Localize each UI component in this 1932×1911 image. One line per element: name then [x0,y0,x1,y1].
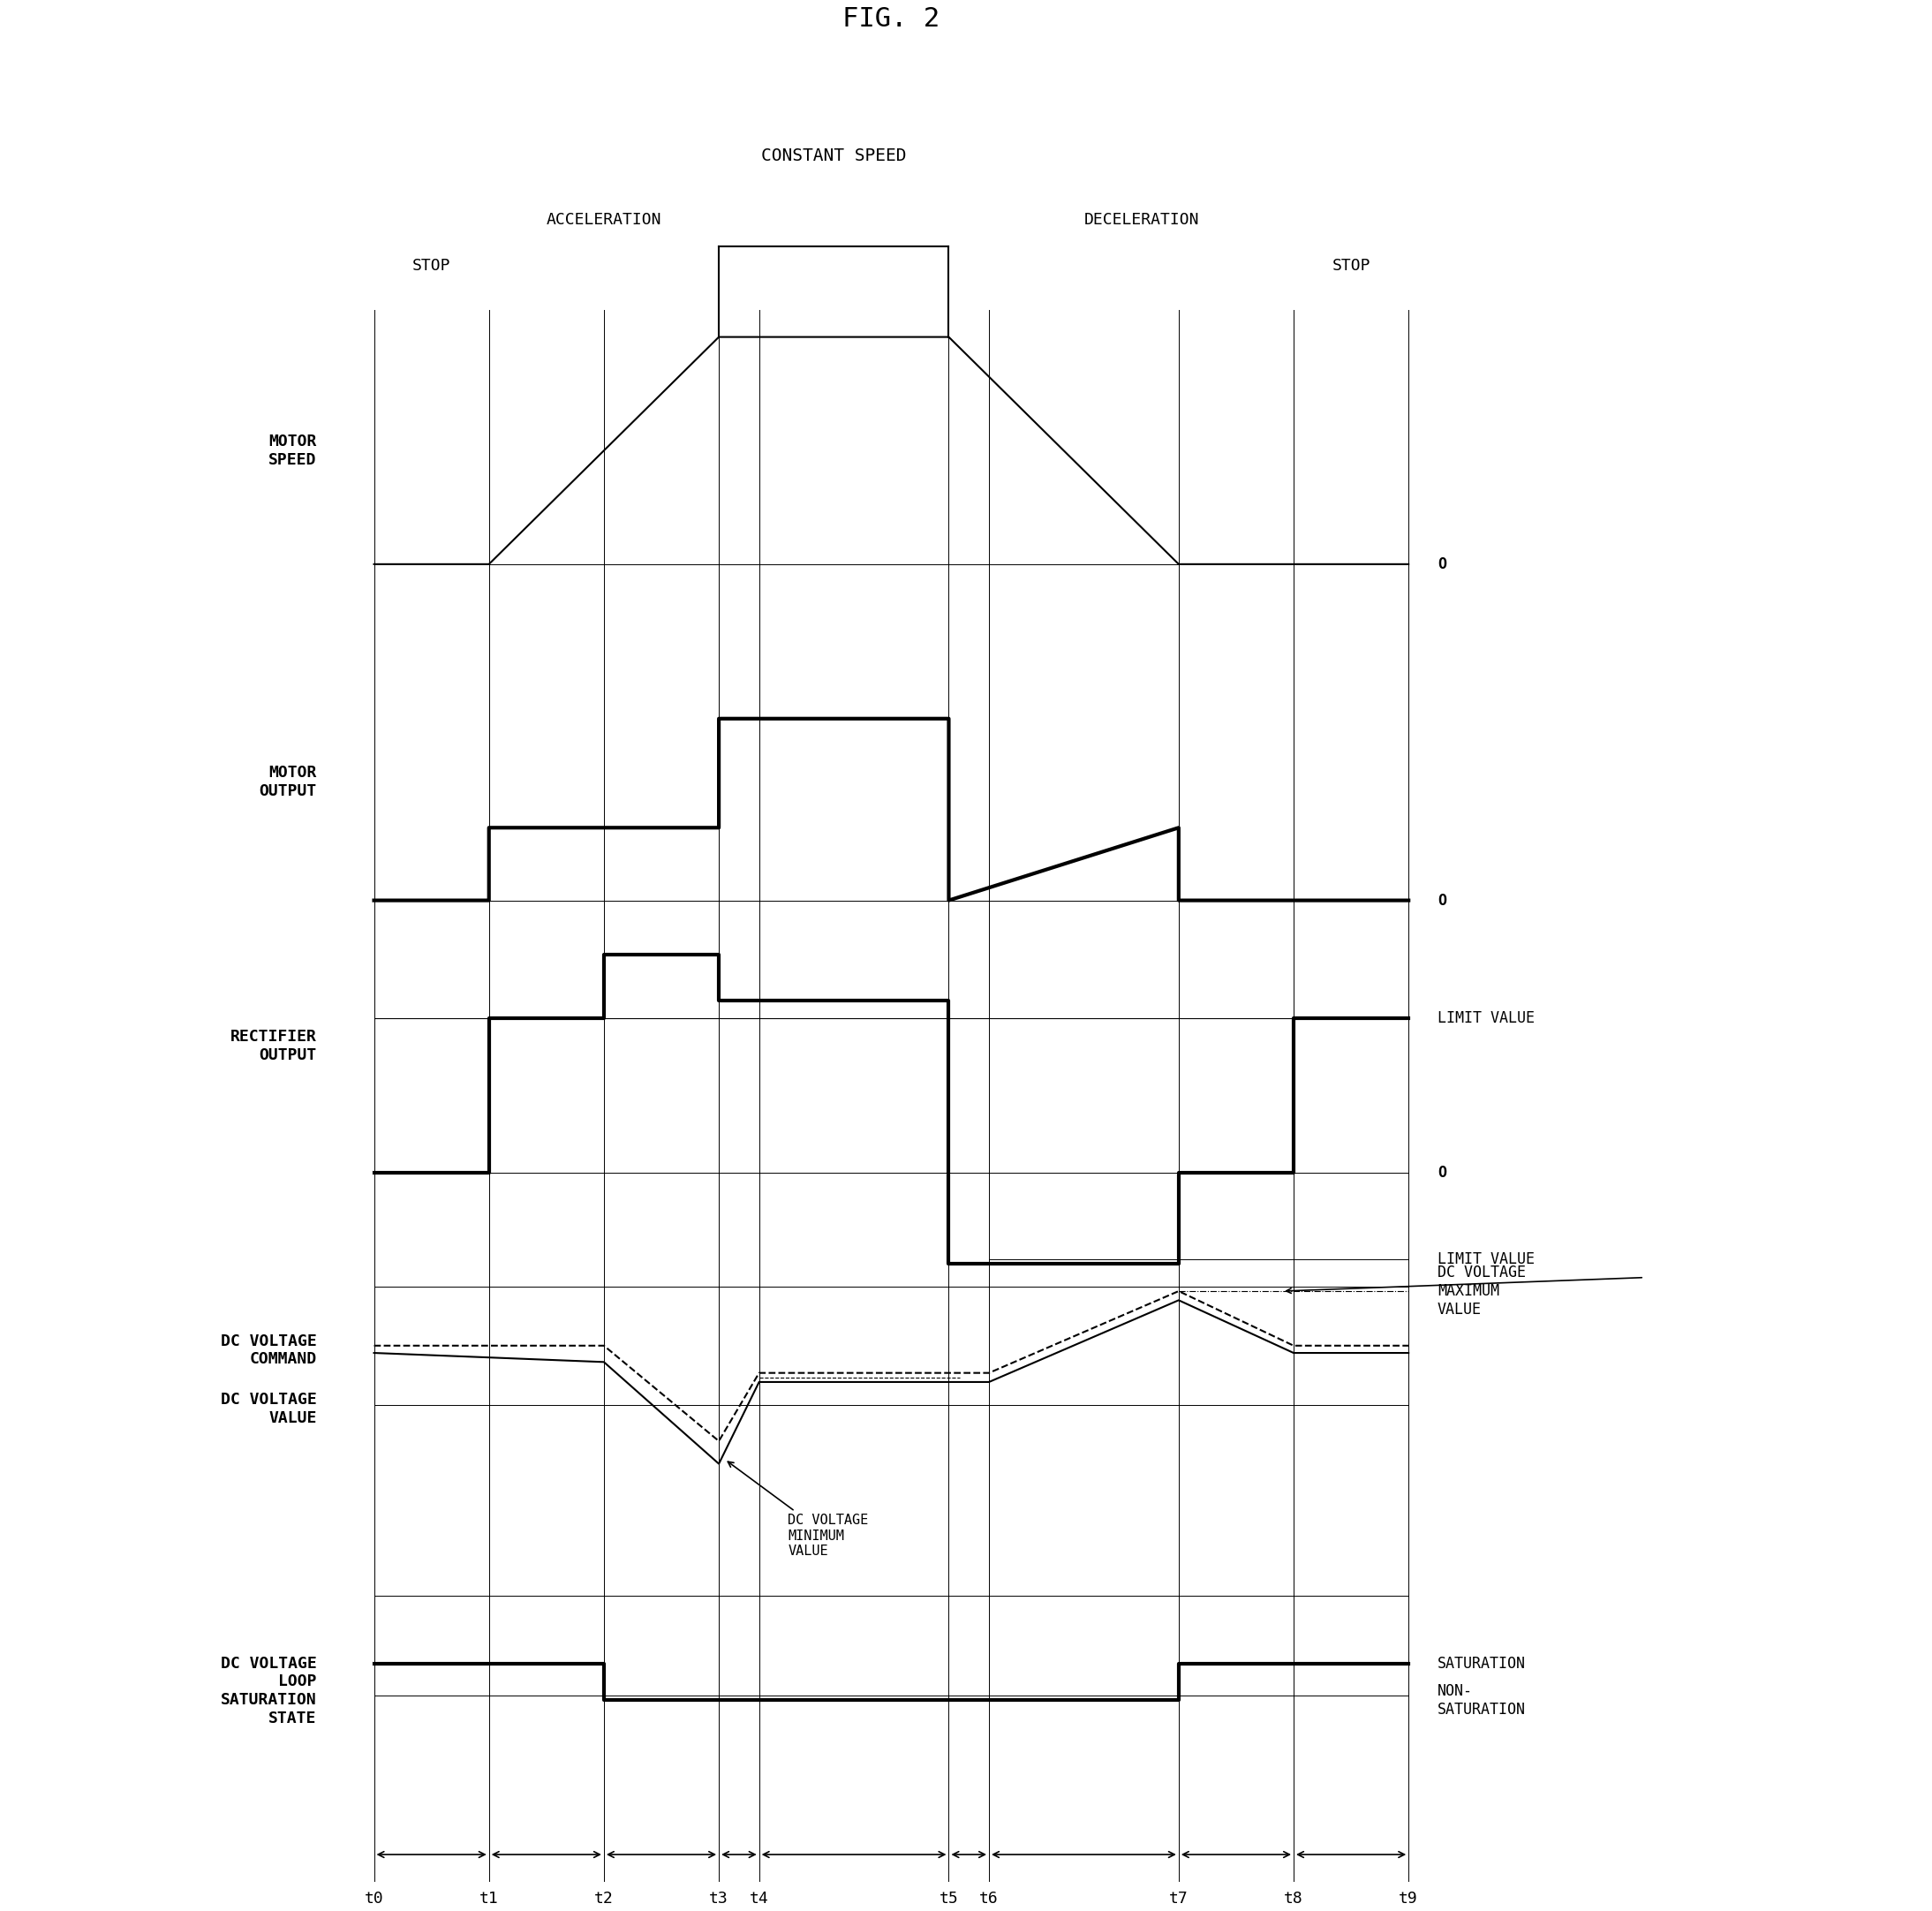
Text: t6: t6 [980,1890,999,1907]
Text: DC VOLTAGE
MAXIMUM
VALUE: DC VOLTAGE MAXIMUM VALUE [1437,1265,1526,1317]
Text: DC VOLTAGE
VALUE: DC VOLTAGE VALUE [220,1391,317,1426]
Text: t5: t5 [939,1890,958,1907]
Text: t9: t9 [1399,1890,1418,1907]
Text: LIMIT VALUE: LIMIT VALUE [1437,1252,1534,1267]
Text: t0: t0 [365,1890,384,1907]
Text: LIMIT VALUE: LIMIT VALUE [1437,1011,1534,1026]
Text: SATURATION: SATURATION [1437,1655,1526,1672]
Text: ACCELERATION: ACCELERATION [547,212,661,227]
Text: STOP: STOP [412,258,450,273]
Text: RECTIFIER
OUTPUT: RECTIFIER OUTPUT [230,1028,317,1063]
Text: t4: t4 [750,1890,769,1907]
Text: DC VOLTAGE
MINIMUM
VALUE: DC VOLTAGE MINIMUM VALUE [728,1462,867,1557]
Text: STOP: STOP [1331,258,1370,273]
Text: t7: t7 [1169,1890,1188,1907]
Text: t8: t8 [1285,1890,1304,1907]
Text: FIG. 2: FIG. 2 [842,6,941,32]
Text: MOTOR
SPEED: MOTOR SPEED [269,434,317,468]
Text: O: O [1437,892,1447,908]
Text: O: O [1437,1166,1447,1181]
Text: NON-
SATURATION: NON- SATURATION [1437,1684,1526,1718]
Text: CONSTANT SPEED: CONSTANT SPEED [761,147,906,164]
Text: DC VOLTAGE
LOOP
SATURATION
STATE: DC VOLTAGE LOOP SATURATION STATE [220,1655,317,1726]
Text: DC VOLTAGE
COMMAND: DC VOLTAGE COMMAND [220,1334,317,1368]
Text: t3: t3 [709,1890,728,1907]
Text: t2: t2 [595,1890,614,1907]
Text: O: O [1437,556,1447,571]
Text: DECELERATION: DECELERATION [1084,212,1200,227]
Text: MOTOR
OUTPUT: MOTOR OUTPUT [259,764,317,799]
Text: t1: t1 [479,1890,498,1907]
